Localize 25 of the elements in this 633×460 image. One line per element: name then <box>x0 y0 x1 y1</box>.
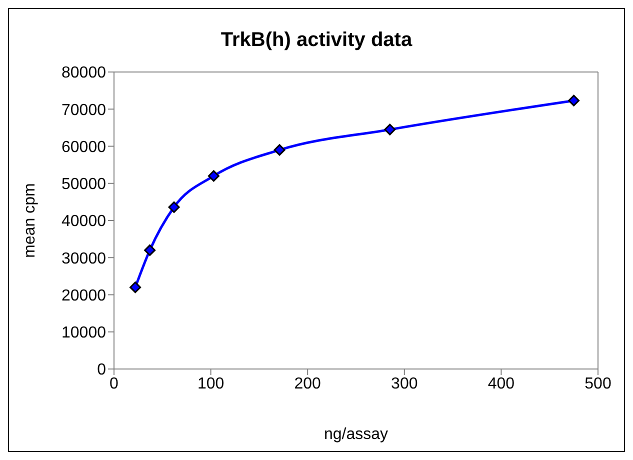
x-tick-label: 100 <box>197 375 224 392</box>
y-tick-label: 60000 <box>62 138 106 156</box>
point <box>568 94 580 106</box>
point <box>274 144 286 156</box>
y-tick-label: 80000 <box>62 64 106 82</box>
point <box>144 244 156 256</box>
y-tick-label: 50000 <box>62 176 106 194</box>
y-tick-label: 0 <box>97 362 106 379</box>
x-tick-label: 500 <box>584 375 612 392</box>
point <box>208 170 220 182</box>
point <box>384 124 396 136</box>
x-axis-title: ng/assay <box>324 426 388 443</box>
x-tick-label: 400 <box>488 375 515 392</box>
point <box>168 201 180 213</box>
x-tick-label: 0 <box>110 375 119 392</box>
y-tick-label: 10000 <box>62 324 106 342</box>
y-tick-label: 40000 <box>62 213 106 230</box>
x-tick-label: 200 <box>294 375 322 392</box>
x-tick-label: 300 <box>391 375 418 392</box>
chart-title: TrkB(h) activity data <box>220 29 414 52</box>
point <box>130 282 142 294</box>
y-tick-label: 70000 <box>62 102 106 119</box>
y-tick-label: 30000 <box>62 250 106 268</box>
y-axis-title: mean cpm <box>22 183 39 258</box>
y-tick-label: 20000 <box>62 287 106 304</box>
